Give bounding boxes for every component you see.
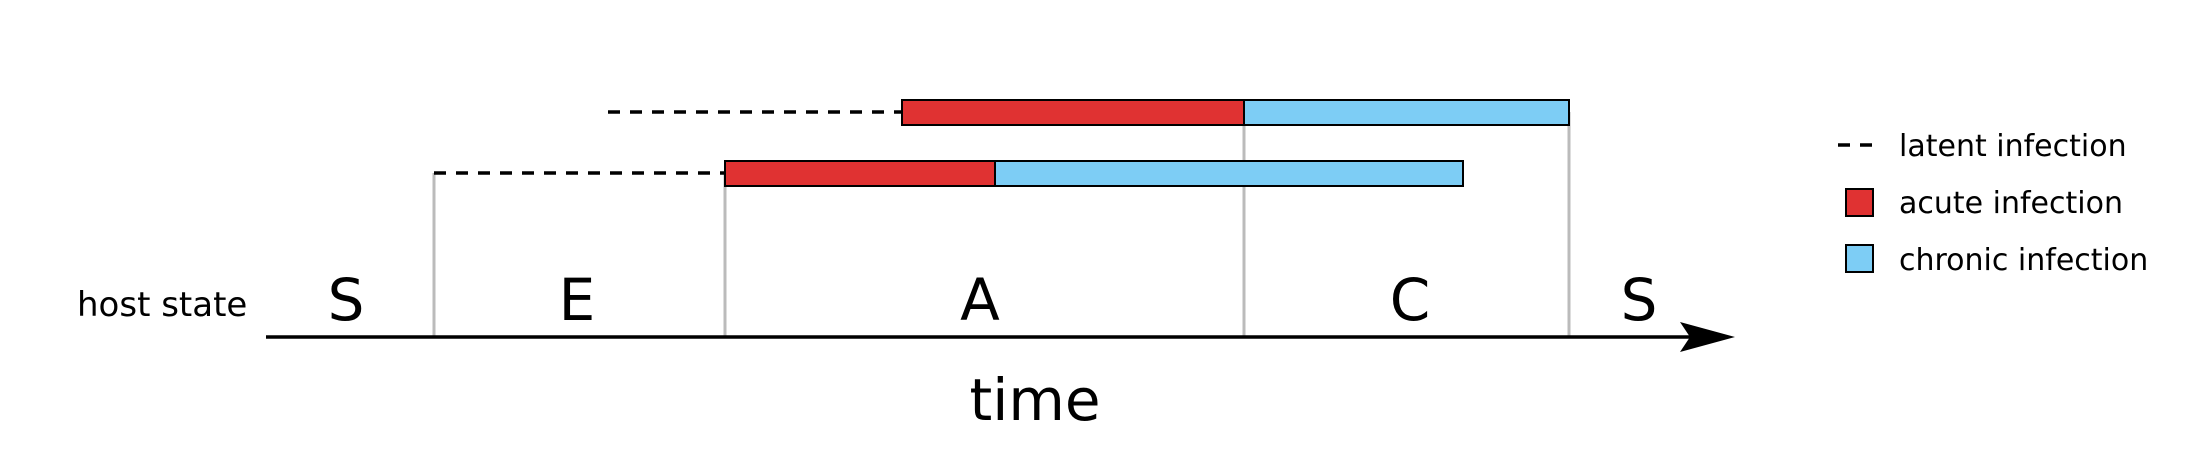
state-label-e: E xyxy=(559,266,596,334)
state-label-s-start: S xyxy=(328,266,365,334)
legend-acute-swatch xyxy=(1845,188,1874,217)
time-axis-arrowhead xyxy=(1680,322,1735,352)
legend: latent infection acute infection chronic… xyxy=(1838,129,2148,278)
chronic-bar-1 xyxy=(1243,99,1570,126)
legend-chronic-label: chronic infection xyxy=(1899,243,2148,278)
state-label-c: C xyxy=(1390,266,1431,334)
chronic-bar-2 xyxy=(994,160,1464,187)
legend-chronic-swatch xyxy=(1845,244,1874,273)
acute-bar-2 xyxy=(724,160,996,187)
state-label-a: A xyxy=(960,266,1000,334)
legend-latent-label: latent infection xyxy=(1899,129,2127,164)
legend-acute-label: acute infection xyxy=(1899,186,2123,221)
host-state-label: host state xyxy=(77,285,247,325)
state-label-s-end: S xyxy=(1621,266,1658,334)
acute-bar-1 xyxy=(901,99,1245,126)
time-axis-label: time xyxy=(969,366,1100,434)
